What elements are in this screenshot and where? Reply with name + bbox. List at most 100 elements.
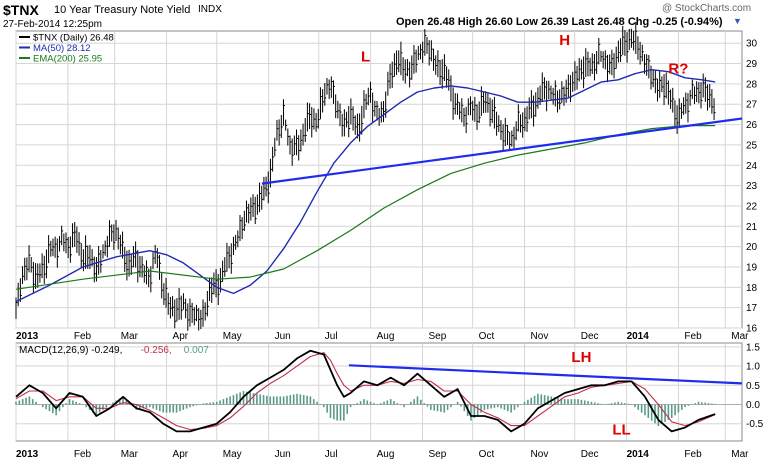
macd-x-tick-label: 2014 (627, 449, 650, 460)
price-x-tick-label: Mar (121, 331, 139, 342)
macd-histogram-bar (349, 404, 352, 408)
price-y-tick-label: 19 (746, 262, 758, 273)
macd-histogram-bar (312, 399, 315, 405)
macd-histogram-bar (386, 400, 389, 405)
macd-histogram-bar (159, 404, 161, 412)
macd-histogram-bar (58, 404, 61, 412)
ohlc-readout: Open 26.48 High 26.60 Low 26.39 Last 26.… (396, 16, 723, 28)
macd-histogram-bar (523, 401, 526, 405)
macd-histogram-bar (175, 404, 178, 413)
macd-histogram-bar (192, 404, 195, 407)
macd-histogram-bar (379, 403, 382, 405)
macd-histogram-bar (396, 403, 399, 405)
price-y-tick-label: 29 (746, 59, 758, 70)
macd-histogram-bar (610, 403, 613, 405)
macd-histogram-bar (420, 399, 422, 405)
high-value: 26.60 (485, 16, 513, 28)
price-x-tick-label: 2013 (16, 331, 39, 342)
legend-label: EMA(200) 25.95 (33, 54, 102, 65)
macd-x-tick-label: 2013 (16, 449, 39, 460)
low-label: Low (515, 16, 538, 28)
macd-histogram-bar (62, 404, 64, 408)
annotation-label: LL (612, 421, 630, 438)
macd-histogram-bar (333, 404, 335, 420)
macd-histogram-bar (701, 402, 703, 405)
macd-histogram-bar (169, 404, 171, 413)
macd-histogram-bar (413, 399, 415, 405)
macd-histogram-bar (232, 395, 235, 405)
macd-histogram-bar (670, 404, 673, 418)
macd-histogram-bar (533, 395, 536, 405)
macd-histogram-bar (590, 401, 593, 405)
macd-histogram-bar (446, 404, 449, 410)
macd-histogram-bar (155, 404, 158, 410)
price-x-tick-label: Jul (325, 331, 338, 342)
macd-histogram-bar (118, 398, 121, 405)
macd-histogram-bar (145, 404, 148, 408)
macd-histogram-bar (336, 404, 338, 421)
macd-histogram-bar (607, 403, 609, 405)
chg-label: Chg (627, 16, 650, 28)
macd-histogram-bar (259, 394, 262, 405)
macd-histogram-bar (343, 404, 345, 421)
macd-histogram-bar (383, 401, 385, 405)
macd-histogram-bar (209, 402, 211, 405)
price-y-tick-label: 22 (746, 201, 758, 212)
macd-histogram-bar (299, 394, 302, 405)
date-label: 27-Feb-2014 12:25pm (3, 19, 102, 30)
macd-histogram-bar (403, 404, 405, 408)
macd-histogram-bar (289, 395, 292, 405)
price-x-tick-label: May (223, 331, 242, 342)
macd-histogram-bar (507, 404, 509, 412)
macd-histogram-bar (165, 404, 168, 413)
macd-y-tick-label: 1.0 (746, 362, 760, 373)
annotation-label: H (559, 32, 570, 49)
price-y-tick-label: 27 (746, 100, 758, 111)
macd-histogram-bar (229, 396, 231, 405)
macd-y-tick-label: 1.5 (746, 342, 760, 353)
macd-histogram-bar (68, 399, 71, 405)
macd-histogram-bar (614, 402, 616, 405)
macd-x-tick-label: Feb (74, 449, 92, 460)
macd-histogram-bar (577, 399, 579, 405)
macd-x-tick-label: Apr (173, 449, 189, 460)
macd-histogram-bar (48, 404, 51, 412)
macd-histogram-bar (486, 404, 489, 410)
macd-histogram-bar (138, 404, 141, 410)
signal-line (15, 352, 716, 431)
macd-histogram-bar (707, 403, 710, 405)
macd-histogram-bar (517, 404, 519, 408)
macd-histogram-bar (326, 404, 328, 413)
macd-histogram-bar (423, 403, 425, 405)
macd-histogram-bar (369, 401, 372, 405)
price-pane-frame (15, 30, 743, 329)
price-x-tick-label: Sep (428, 331, 446, 342)
macd-histogram-bar (476, 404, 479, 416)
macd-x-tick-label: Feb (684, 449, 702, 460)
macd-histogram-bar (52, 404, 54, 414)
macd-histogram-bar (573, 399, 576, 405)
price-y-tick-label: 20 (746, 242, 758, 253)
macd-histogram-bar (500, 404, 502, 409)
macd-histogram-bar (510, 404, 512, 413)
macd-histogram-bar (202, 403, 205, 405)
macd-histogram-bar (102, 404, 104, 410)
price-x-tick-label: Feb (74, 331, 92, 342)
chevron-down-icon[interactable]: ▼ (733, 16, 742, 26)
macd-histogram-bar (222, 399, 225, 405)
macd-histogram-bar (450, 404, 452, 408)
macd-histogram-bar (677, 404, 680, 413)
macd-histogram-bar (31, 399, 34, 405)
macd-histogram-bar (366, 400, 369, 405)
macd-histogram-bar (634, 404, 636, 408)
macd-histogram-bar (316, 401, 318, 405)
price-x-tick-label: Feb (684, 331, 702, 342)
macd-trendline (348, 364, 743, 385)
macd-histogram-bar (339, 404, 342, 421)
macd-histogram-bar (179, 404, 181, 412)
macd-histogram-bar (125, 399, 128, 405)
macd-histogram-bar (553, 397, 556, 405)
price-y-tick-label: 23 (746, 181, 758, 192)
macd-histogram-bar (185, 404, 188, 409)
